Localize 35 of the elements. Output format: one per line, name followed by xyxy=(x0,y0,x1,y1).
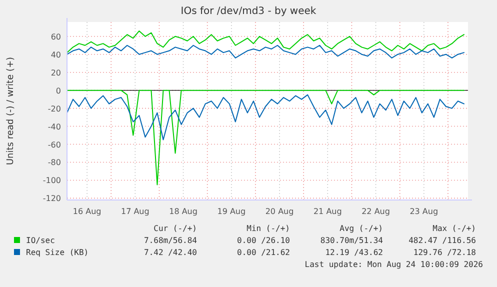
legend-label: Req Size (KB) xyxy=(26,248,89,257)
y-tick-label: -80 xyxy=(48,158,61,168)
y-tick-label: 60 xyxy=(50,32,61,42)
text: Max (-/+) xyxy=(432,224,476,233)
y-tick-label: -60 xyxy=(48,140,61,150)
y-tick-label: 0 xyxy=(56,86,61,96)
x-tick-label: 16 Aug xyxy=(72,207,102,216)
text: 7.42 /42.40 xyxy=(144,248,198,257)
text: Last update: Mon Aug 24 10:00:09 2026 xyxy=(304,260,484,269)
x-tick-label: 22 Aug xyxy=(362,207,390,216)
y-tick-label: -20 xyxy=(48,104,61,114)
text: 12.19 /43.62 xyxy=(325,248,384,257)
x-tick-label: 20 Aug xyxy=(265,207,294,216)
text: Avg (-/+) xyxy=(340,224,383,233)
x-tick-label: 19 Aug xyxy=(217,207,246,216)
x-tick-label: 18 Aug xyxy=(169,207,198,216)
y-tick-label: 20 xyxy=(50,68,61,78)
text: 0.00 /21.62 xyxy=(237,248,290,257)
text: Cur (-/+) xyxy=(154,224,197,233)
y-tick-label: -120 xyxy=(42,194,61,204)
y-tick-label: 40 xyxy=(50,50,61,60)
text: Min (-/+) xyxy=(246,224,290,233)
x-tick-label: 23 Aug xyxy=(410,207,438,216)
chart-title: IOs for /dev/md3 - by week xyxy=(180,6,316,17)
y-tick-label: -100 xyxy=(42,176,61,186)
y-tick-label: -40 xyxy=(48,122,61,132)
text: 7.68m/56.84 xyxy=(144,236,198,245)
x-tick-label: 17 Aug xyxy=(121,207,150,216)
text: 830.70m/51.34 xyxy=(320,236,384,245)
x-tick-label: 21 Aug xyxy=(313,207,342,216)
y-axis-title: Units read (-) / write (+) xyxy=(6,56,16,166)
text: 0.00 /26.10 xyxy=(237,236,290,245)
text: 129.76 /72.18 xyxy=(413,248,476,257)
legend-label: IO/sec xyxy=(26,236,56,245)
text: 482.47 /116.56 xyxy=(408,236,476,245)
